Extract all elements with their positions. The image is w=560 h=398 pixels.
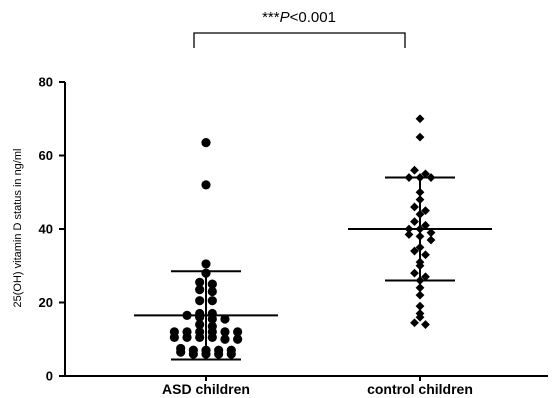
control-point-31 bbox=[415, 309, 425, 318]
control-point-34 bbox=[421, 320, 430, 329]
p-value: <0.001 bbox=[290, 9, 336, 26]
y-tick-label-40: 40 bbox=[39, 222, 53, 237]
significance-annotation: ***P<0.001 bbox=[193, 9, 406, 48]
asd-point-5 bbox=[207, 279, 217, 289]
control-point-13 bbox=[421, 220, 430, 230]
asd-point-8 bbox=[195, 296, 205, 306]
asd-point-19 bbox=[182, 327, 192, 337]
data-points bbox=[169, 114, 436, 359]
asd-point-18 bbox=[169, 327, 179, 337]
asd-point-31 bbox=[188, 345, 198, 355]
asd-point-6 bbox=[195, 285, 205, 295]
y-axis-title: 25(OH) vitamin D status in ng/ml bbox=[12, 149, 24, 308]
category-label-control: control children bbox=[367, 381, 473, 397]
y-tick-label-60: 60 bbox=[39, 148, 53, 163]
asd-point-11 bbox=[207, 308, 217, 319]
control-point-26 bbox=[421, 272, 430, 282]
control-point-2 bbox=[410, 165, 419, 175]
control-point-9 bbox=[410, 202, 419, 212]
asd-point-16 bbox=[195, 319, 205, 330]
control-point-1 bbox=[415, 132, 425, 142]
significance-stars: *** bbox=[262, 9, 280, 26]
control-point-19 bbox=[426, 235, 436, 245]
control-point-3 bbox=[421, 169, 430, 179]
y-tick-label-20: 20 bbox=[39, 295, 53, 310]
axes bbox=[64, 82, 548, 381]
p-letter: P bbox=[280, 9, 290, 26]
control-point-0 bbox=[415, 114, 425, 124]
mean-sd-bars bbox=[134, 176, 492, 361]
asd-point-9 bbox=[207, 296, 217, 306]
y-tick-label-0: 0 bbox=[46, 369, 53, 384]
asd-point-10 bbox=[195, 308, 205, 319]
control-point-17 bbox=[404, 230, 414, 239]
asd-point-20 bbox=[195, 327, 205, 337]
asd-point-33 bbox=[214, 345, 224, 355]
control-point-10 bbox=[421, 206, 430, 216]
significance-bracket bbox=[193, 32, 406, 48]
control-point-25 bbox=[410, 268, 419, 278]
control-point-30 bbox=[415, 301, 425, 311]
control-point-22 bbox=[421, 250, 430, 260]
significance-label: ***P<0.001 bbox=[262, 9, 336, 26]
category-label-asd: ASD children bbox=[162, 381, 250, 397]
asd-point-1 bbox=[201, 180, 211, 190]
control-point-28 bbox=[415, 283, 425, 293]
control-point-29 bbox=[415, 290, 425, 300]
asd-point-23 bbox=[233, 327, 243, 337]
control-point-16 bbox=[426, 228, 436, 238]
asd-point-34 bbox=[226, 345, 236, 355]
y-ticks: 0 20 40 60 80 bbox=[39, 75, 65, 384]
asd-point-17 bbox=[207, 321, 217, 331]
asd-point-0 bbox=[201, 138, 211, 148]
control-point-33 bbox=[410, 318, 419, 328]
asd-point-28 bbox=[220, 334, 230, 344]
asd-point-15 bbox=[220, 314, 230, 324]
asd-point-29 bbox=[233, 334, 243, 344]
asd-point-30 bbox=[176, 343, 186, 354]
asd-point-4 bbox=[195, 277, 205, 287]
asd-point-7 bbox=[207, 286, 217, 297]
control-point-21 bbox=[410, 246, 419, 256]
y-tick-label-80: 80 bbox=[39, 75, 53, 90]
asd-point-2 bbox=[201, 259, 211, 269]
asd-point-22 bbox=[220, 327, 230, 337]
control-point-12 bbox=[410, 217, 419, 227]
